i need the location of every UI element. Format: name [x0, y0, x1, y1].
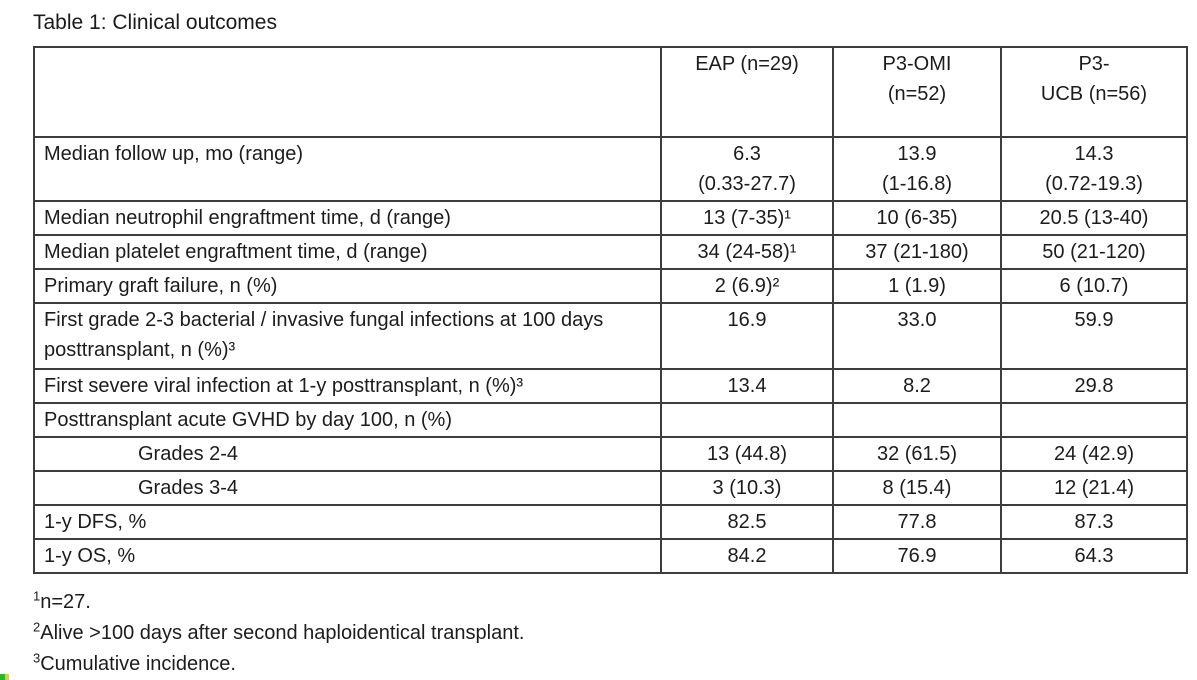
- footnote-1: 1n=27.: [33, 587, 1186, 618]
- value-cell: 82.5: [660, 504, 834, 540]
- footnote-text: n=27.: [40, 591, 91, 613]
- header-cell-p3-ucb: P3- UCB (n=56): [1000, 46, 1188, 138]
- value-cell: 13.4: [660, 368, 834, 404]
- value-cell: 20.5 (13-40): [1000, 200, 1188, 236]
- footnotes: 1n=27. 2Alive >100 days after second hap…: [33, 587, 1186, 680]
- table-row: 1-y DFS, % 82.5 77.8 87.3: [33, 504, 1188, 540]
- value-cell: 64.3: [1000, 538, 1188, 574]
- table-row: Median follow up, mo (range) 6.3 (0.33-2…: [33, 136, 1188, 202]
- value-cell: 84.2: [660, 538, 834, 574]
- value-cell: [1000, 402, 1188, 438]
- value-cell: 29.8: [1000, 368, 1188, 404]
- header-cell-p3-omi: P3-OMI (n=52): [832, 46, 1002, 138]
- table-row: First severe viral infection at 1-y post…: [33, 368, 1188, 404]
- table-row: First grade 2-3 bacterial / invasive fun…: [33, 302, 1188, 370]
- footnote-3: 3Cumulative incidence.: [33, 649, 1186, 680]
- page: Table 1: Clinical outcomes EAP (n=29) P3…: [33, 10, 1188, 680]
- value-cell: 8 (15.4): [832, 470, 1002, 506]
- row-label: Median neutrophil engraftment time, d (r…: [33, 200, 662, 236]
- row-label: First grade 2-3 bacterial / invasive fun…: [33, 302, 662, 370]
- table-row: 1-y OS, % 84.2 76.9 64.3: [33, 538, 1188, 574]
- table-row: Median platelet engraftment time, d (ran…: [33, 234, 1188, 270]
- footnote-2: 2Alive >100 days after second haploident…: [33, 618, 1186, 649]
- value-cell: 87.3: [1000, 504, 1188, 540]
- header-cell-eap: EAP (n=29): [660, 46, 834, 138]
- row-label: Grades 3-4: [33, 470, 662, 506]
- row-label: 1-y DFS, %: [33, 504, 662, 540]
- clinical-outcomes-table: EAP (n=29) P3-OMI (n=52) P3- UCB (n=56) …: [33, 46, 1188, 574]
- row-label: 1-y OS, %: [33, 538, 662, 574]
- footnote-text: Cumulative incidence.: [40, 653, 236, 675]
- header-cell-blank: [33, 46, 662, 138]
- table-row: Posttransplant acute GVHD by day 100, n …: [33, 402, 1188, 438]
- footnote-text: Alive >100 days after second haploidenti…: [40, 622, 525, 644]
- value-cell: 1 (1.9): [832, 268, 1002, 304]
- value-cell: 3 (10.3): [660, 470, 834, 506]
- scan-artifact-green: [0, 674, 5, 680]
- value-cell: 77.8: [832, 504, 1002, 540]
- value-cell: 33.0: [832, 302, 1002, 370]
- value-cell: 2 (6.9)²: [660, 268, 834, 304]
- value-cell: 16.9: [660, 302, 834, 370]
- footnote-marker: 2: [33, 619, 41, 635]
- row-label: Primary graft failure, n (%): [33, 268, 662, 304]
- value-cell: 34 (24-58)¹: [660, 234, 834, 270]
- footnote-marker: 3: [33, 650, 41, 666]
- value-cell: 59.9: [1000, 302, 1188, 370]
- value-cell: 76.9: [832, 538, 1002, 574]
- value-cell: 50 (21-120): [1000, 234, 1188, 270]
- value-cell: 13 (44.8): [660, 436, 834, 472]
- value-cell: 12 (21.4): [1000, 470, 1188, 506]
- value-cell: 37 (21-180): [832, 234, 1002, 270]
- value-cell: 13.9 (1-16.8): [832, 136, 1002, 202]
- table-row: Median neutrophil engraftment time, d (r…: [33, 200, 1188, 236]
- row-label: Posttransplant acute GVHD by day 100, n …: [33, 402, 662, 438]
- value-cell: [832, 402, 1002, 438]
- value-cell: 13 (7-35)¹: [660, 200, 834, 236]
- row-label: Grades 2-4: [33, 436, 662, 472]
- table-row: Primary graft failure, n (%) 2 (6.9)² 1 …: [33, 268, 1188, 304]
- value-cell: 8.2: [832, 368, 1002, 404]
- value-cell: 24 (42.9): [1000, 436, 1188, 472]
- table-header-row: EAP (n=29) P3-OMI (n=52) P3- UCB (n=56): [33, 46, 1188, 138]
- table-row: Grades 3-4 3 (10.3) 8 (15.4) 12 (21.4): [33, 470, 1188, 506]
- row-label: First severe viral infection at 1-y post…: [33, 368, 662, 404]
- value-cell: 6 (10.7): [1000, 268, 1188, 304]
- scan-artifact: [0, 674, 9, 680]
- table-title: Table 1: Clinical outcomes: [33, 11, 277, 34]
- value-cell: [660, 402, 834, 438]
- table-row: Grades 2-4 13 (44.8) 32 (61.5) 24 (42.9): [33, 436, 1188, 472]
- value-cell: 32 (61.5): [832, 436, 1002, 472]
- scan-artifact-yellow: [5, 674, 9, 680]
- footnote-marker: 1: [33, 588, 41, 604]
- row-label: Median follow up, mo (range): [33, 136, 662, 202]
- value-cell: 10 (6-35): [832, 200, 1002, 236]
- value-cell: 6.3 (0.33-27.7): [660, 136, 834, 202]
- row-label: Median platelet engraftment time, d (ran…: [33, 234, 662, 270]
- value-cell: 14.3 (0.72-19.3): [1000, 136, 1188, 202]
